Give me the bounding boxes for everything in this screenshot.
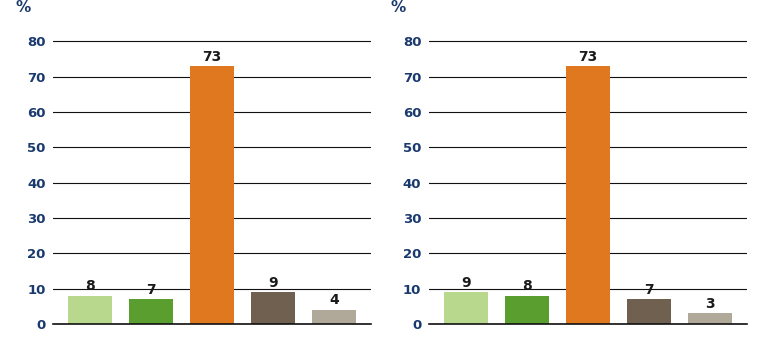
Bar <box>190 66 234 324</box>
Bar <box>688 313 732 324</box>
Bar <box>251 292 296 324</box>
Text: 9: 9 <box>268 276 278 290</box>
Text: 7: 7 <box>146 283 156 297</box>
Bar <box>312 310 357 324</box>
Text: 3: 3 <box>706 297 715 311</box>
Bar <box>443 292 488 324</box>
Text: 4: 4 <box>330 293 339 307</box>
Text: %: % <box>391 0 406 15</box>
Bar <box>504 296 549 324</box>
Text: 73: 73 <box>203 50 222 64</box>
Bar <box>68 296 112 324</box>
Bar <box>129 299 173 324</box>
Bar <box>566 66 610 324</box>
Text: 8: 8 <box>522 279 532 293</box>
Text: %: % <box>15 0 30 15</box>
Text: 7: 7 <box>644 283 654 297</box>
Bar <box>627 299 671 324</box>
Text: 9: 9 <box>461 276 470 290</box>
Text: 8: 8 <box>85 279 95 293</box>
Text: 73: 73 <box>578 50 597 64</box>
